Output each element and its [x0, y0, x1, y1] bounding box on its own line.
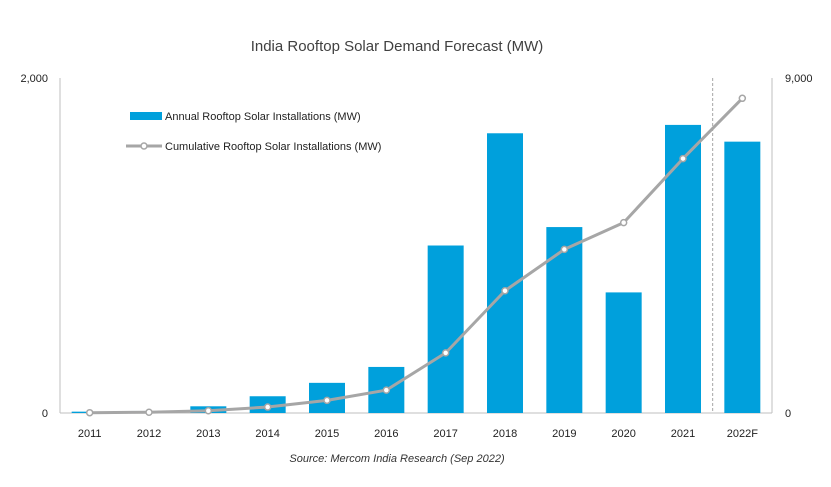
line-point-2013 [204, 407, 213, 415]
x-tick-label-2014: 2014 [255, 428, 279, 440]
bar-2022F [724, 141, 761, 413]
x-tick-label-2017: 2017 [433, 428, 457, 440]
legend: Annual Rooftop Solar Installations (MW) … [126, 111, 381, 153]
legend-label-annual: Annual Rooftop Solar Installations (MW) [165, 111, 361, 123]
line-point-2015 [323, 396, 331, 405]
legend-swatch-annual [130, 112, 162, 120]
right-axis-max-label: 9,000 [785, 73, 813, 85]
line-series [85, 94, 747, 417]
x-tick-label-2015: 2015 [315, 428, 339, 440]
cumulative-line [89, 97, 744, 415]
bar-series [71, 124, 761, 414]
line-point-2014 [263, 403, 272, 411]
line-point-2017 [441, 349, 450, 357]
legend-label-cumulative: Cumulative Rooftop Solar Installations (… [165, 141, 381, 153]
x-axis-labels: 2011 2012 2013 2014 2015 2016 2017 2018 2019 2020… [78, 428, 758, 440]
x-tick-label-2020: 2020 [611, 428, 635, 440]
line-point-2016 [382, 386, 391, 394]
left-axis-min-label: 0 [42, 408, 48, 420]
legend-marker-cumulative [140, 142, 148, 150]
left-axis-max-label: 2,000 [20, 73, 48, 85]
x-tick-label-2016: 2016 [374, 428, 398, 440]
bar-2018 [487, 133, 523, 413]
x-tick-label-2012: 2012 [137, 428, 161, 440]
line-point-2020 [619, 218, 628, 227]
x-tick-label-2021: 2021 [671, 428, 695, 440]
right-axis-min-label: 0 [785, 408, 791, 420]
chart-source: Source: Mercom India Research (Sep 2022) [289, 453, 505, 465]
x-tick-label-2018: 2018 [493, 428, 517, 440]
line-point-2012 [145, 408, 153, 417]
chart-title: India Rooftop Solar Demand Forecast (MW) [251, 38, 544, 55]
bar-2020 [605, 292, 642, 413]
x-tick-label-2022F: 2022F [727, 428, 758, 440]
line-point-2021 [679, 154, 687, 163]
line-point-2022F [738, 94, 747, 103]
bar-2017 [427, 245, 464, 413]
line-point-2011 [85, 408, 94, 417]
line-point-2018 [501, 286, 509, 295]
bar-2021 [665, 124, 701, 414]
x-tick-label-2011: 2011 [78, 428, 102, 440]
x-tick-label-2019: 2019 [552, 428, 576, 440]
line-point-2019 [560, 245, 569, 254]
bar-2019 [546, 227, 583, 413]
x-tick-label-2013: 2013 [196, 428, 220, 440]
